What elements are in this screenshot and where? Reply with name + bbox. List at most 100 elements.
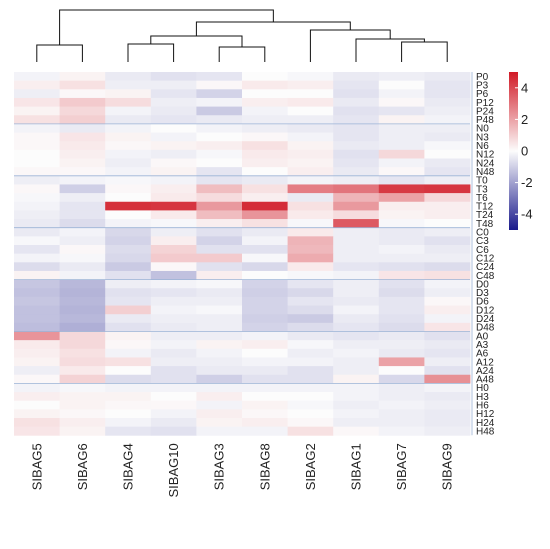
heatmap-cell [105, 296, 152, 306]
heatmap-cell [14, 322, 60, 332]
row-label: H24 [476, 418, 495, 429]
heatmap-cell [424, 418, 471, 428]
heatmap-cell [196, 167, 243, 177]
heatmap-cell [14, 89, 60, 99]
column-label: SIBAG9 [440, 443, 455, 490]
heatmap-cell [242, 201, 288, 211]
row-label: C48 [476, 271, 495, 282]
heatmap-cell [196, 418, 243, 428]
row-label: H6 [476, 401, 489, 412]
legend-colorbar [509, 72, 518, 230]
heatmap-cell [14, 314, 60, 324]
heatmap-cell [196, 296, 243, 306]
heatmap-cell [196, 340, 243, 350]
row-label: D12 [476, 305, 495, 316]
heatmap-cell [333, 409, 380, 419]
heatmap-cell [59, 158, 106, 168]
legend-tick-label: -2 [521, 175, 533, 190]
heatmap-cell [150, 288, 197, 298]
heatmap-cell [59, 348, 106, 358]
heatmap-cell [150, 314, 197, 324]
heatmap-cell [105, 270, 152, 280]
heatmap-cell [424, 89, 471, 99]
heatmap-cell [287, 270, 334, 280]
heatmap-cell [196, 210, 243, 220]
dendrogram-branch [401, 41, 448, 62]
heatmap-cell [196, 392, 243, 402]
heatmap-cell [242, 296, 288, 306]
color-legend: 4 2 0 -2 -4 [509, 72, 533, 230]
heatmap-cell [196, 314, 243, 324]
heatmap-cell [333, 296, 380, 306]
heatmap-cell [333, 123, 380, 133]
heatmap-cell [378, 227, 425, 237]
row-label: C3 [476, 236, 489, 247]
heatmap-cell [14, 279, 60, 289]
heatmap-cell [150, 348, 197, 358]
heatmap-cell [242, 210, 288, 220]
heatmap-cell [105, 141, 152, 151]
heatmap-cell [242, 158, 288, 168]
heatmap-cell [378, 219, 425, 229]
legend-tick-label: 4 [521, 80, 528, 95]
heatmap-cell [424, 348, 471, 358]
heatmap-cell [424, 322, 471, 332]
heatmap-cell [150, 374, 197, 384]
heatmap-cell [14, 210, 60, 220]
heatmap-cell [196, 193, 243, 203]
heatmap-cell [378, 72, 425, 82]
heatmap-cell [242, 383, 288, 393]
heatmap-cell [287, 426, 334, 436]
row-label: T6 [476, 193, 488, 204]
heatmap-cell [150, 418, 197, 428]
heatmap-cell [105, 357, 152, 367]
heatmap-cell [242, 175, 288, 185]
heatmap-cell [59, 227, 106, 237]
heatmap-cell [378, 392, 425, 402]
heatmap-cell [14, 270, 60, 280]
heatmap-cell [105, 279, 152, 289]
heatmap-cell [287, 322, 334, 332]
heatmap-cell [378, 132, 425, 142]
heatmap-cell [287, 392, 334, 402]
heatmap-cell [287, 409, 334, 419]
heatmap-cell [196, 279, 243, 289]
heatmap-cell [333, 366, 380, 376]
row-label: P3 [476, 80, 489, 91]
heatmap-cell [59, 392, 106, 402]
legend-tick-label: 2 [521, 112, 528, 127]
heatmap-cell [196, 141, 243, 151]
heatmap-cell [150, 253, 197, 263]
heatmap-cell [333, 80, 380, 90]
heatmap-cell [424, 314, 471, 324]
heatmap-cell [333, 184, 380, 194]
heatmap-cell [105, 409, 152, 419]
heatmap-cell [59, 383, 106, 393]
row-label: A12 [476, 357, 494, 368]
heatmap-cell [59, 322, 106, 332]
row-label: H48 [476, 426, 495, 437]
heatmap-cell [59, 357, 106, 367]
heatmap-cell [424, 305, 471, 315]
heatmap-cell [242, 322, 288, 332]
heatmap-cell [14, 340, 60, 350]
heatmap-cell [287, 201, 334, 211]
heatmap-cell [333, 158, 380, 168]
heatmap-cell [333, 201, 380, 211]
heatmap-cell [424, 383, 471, 393]
heatmap-cell [333, 340, 380, 350]
heatmap-cell [287, 97, 334, 107]
heatmap-cell [196, 201, 243, 211]
heatmap-cell [378, 296, 425, 306]
heatmap-cell [242, 270, 288, 280]
row-label: T3 [476, 184, 488, 195]
heatmap-cell [424, 279, 471, 289]
heatmap-cell [378, 201, 425, 211]
row-label: T24 [476, 210, 494, 221]
heatmap-cell [105, 158, 152, 168]
heatmap-cell [150, 106, 197, 116]
heatmap-cell [150, 245, 197, 255]
heatmap-cell [196, 158, 243, 168]
heatmap-cell [59, 72, 106, 82]
heatmap-cell [59, 184, 106, 194]
